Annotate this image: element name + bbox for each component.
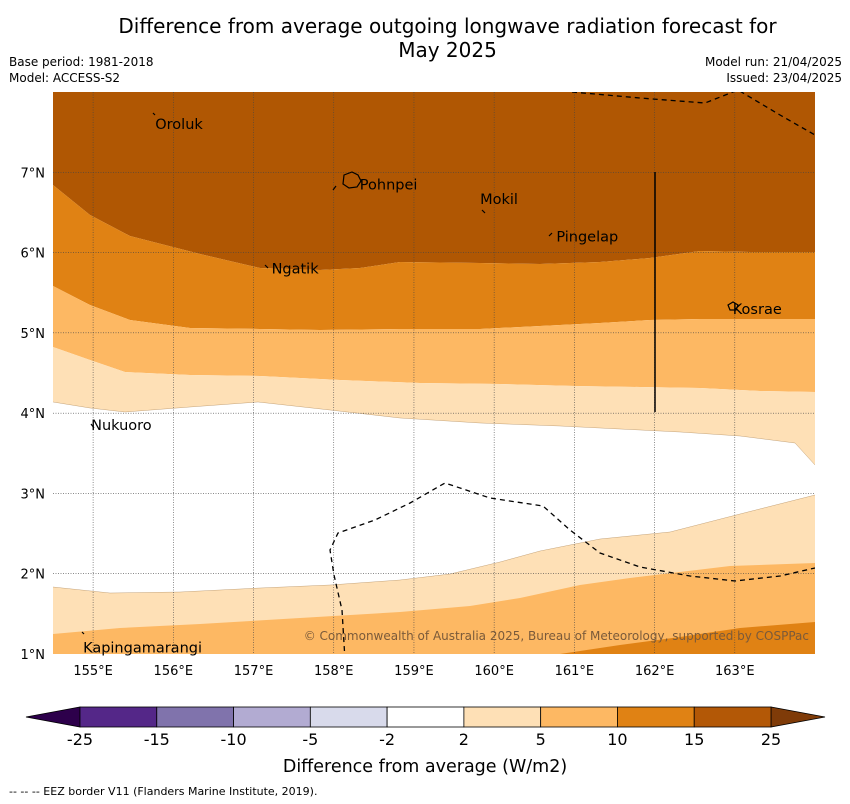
eez-border-south: [329, 482, 815, 654]
longitude-tick-label: 157°E: [234, 664, 274, 679]
latitude-ticks: 1°N 2°N 3°N 4°N 5°N 6°N 7°N: [21, 166, 46, 663]
eez-border-north: [571, 92, 815, 136]
latitude-tick-label: 4°N: [21, 407, 46, 422]
longitude-tick-label: 156°E: [154, 664, 194, 679]
colorbar-swatch: [79, 706, 158, 728]
place-label-pohnpei: Pohnpei: [360, 177, 418, 193]
pohnpei-island: [342, 171, 362, 189]
map-title: Difference from average outgoing longwav…: [0, 14, 850, 62]
graticule: [53, 92, 815, 654]
band-15-25: [53, 92, 815, 270]
band-5-10: [53, 286, 815, 392]
place-label-oroluk: Oroluk: [155, 117, 203, 133]
place-label-kapingamarangi: Kapingamarangi: [83, 641, 202, 657]
longitude-tick-label: 162°E: [635, 664, 675, 679]
issued-date: Issued: 23/04/2025: [726, 71, 842, 85]
latitude-tick-label: 5°N: [21, 327, 46, 342]
place-label-nukuoro: Nukuoro: [91, 418, 152, 434]
band-10-15: [53, 185, 815, 330]
longitude-tick-label: 158°E: [314, 664, 354, 679]
band-2-5-north: [53, 347, 815, 465]
place-label-kosrae: Kosrae: [733, 302, 782, 318]
colorbar-low-extend: [25, 706, 81, 728]
colorbar-swatch: [617, 706, 695, 728]
latitude-tick-label: 3°N: [21, 487, 46, 502]
place-label-mokil: Mokil: [480, 192, 518, 208]
colorbar-tick-label: -2: [379, 730, 395, 749]
base-period: Base period: 1981-2018: [9, 55, 154, 69]
colorbar-tick-label: -15: [144, 730, 170, 749]
colorbar-tick-label: -5: [302, 730, 318, 749]
island-outlines: [81, 112, 739, 635]
latitude-tick-label: 6°N: [21, 247, 46, 262]
colorbar-swatch: [309, 706, 388, 728]
copyright-credit: © Commonwealth of Australia 2025, Bureau…: [304, 629, 809, 643]
latitude-tick-label: 2°N: [21, 568, 46, 583]
colorbar-tick-label: -25: [67, 730, 93, 749]
contour-layer: [53, 92, 815, 654]
colorbar-tick-label: -10: [220, 730, 246, 749]
colorbar-swatch: [693, 706, 772, 728]
place-labels: Oroluk Pohnpei Mokil Pingelap Ngatik Kosrae Nu…: [83, 117, 782, 656]
eez-borders: [329, 92, 815, 654]
title-line-1: Difference from average outgoing longwav…: [118, 14, 777, 38]
longitude-tick-label: 159°E: [394, 664, 434, 679]
band-10-15-south: [560, 622, 815, 654]
colorbar-high-extend: [770, 706, 826, 728]
colorbar-swatch: [156, 706, 234, 728]
colorbar-swatch: [233, 706, 311, 728]
longitude-tick-label: 155°E: [73, 664, 113, 679]
metadata-right: Model run: 21/04/2025 Issued: 23/04/2025: [705, 54, 842, 86]
colorbar-tick-label: 2: [459, 730, 469, 749]
colorbar-tick-label: 15: [684, 730, 704, 749]
colorbar-tick-label: 25: [761, 730, 781, 749]
band-5-10-south: [53, 563, 815, 654]
latitude-tick-label: 1°N: [21, 648, 46, 663]
longitude-tick-label: 163°E: [715, 664, 755, 679]
colorbar-tick-label: 5: [536, 730, 546, 749]
place-label-ngatik: Ngatik: [272, 262, 320, 278]
longitude-ticks: 155°E 156°E 157°E 158°E 159°E 160°E 161°E 162°E…: [73, 664, 754, 679]
model-run: Model run: 21/04/2025: [704, 55, 842, 69]
place-label-pingelap: Pingelap: [556, 230, 618, 246]
model-name: Model: ACCESS-S2: [9, 71, 121, 85]
colorbar-tick-label: 10: [607, 730, 627, 749]
eez-legend-note: -- -- -- EEZ border V11 (Flanders Marine…: [9, 785, 318, 798]
latitude-tick-label: 7°N: [21, 166, 46, 181]
colorbar-swatch: [386, 706, 465, 728]
metadata-left: Base period: 1981-2018 Model: ACCESS-S2: [9, 54, 154, 86]
colorbar-swatch: [540, 706, 618, 728]
title-line-2: May 2025: [398, 38, 497, 62]
longitude-tick-label: 160°E: [474, 664, 514, 679]
colorbar-label: Difference from average (W/m2): [283, 757, 567, 777]
colorbar-swatch: [463, 706, 542, 728]
longitude-tick-label: 161°E: [555, 664, 595, 679]
kosrae-island: [727, 301, 739, 311]
colorbar: -25 -15 -10 -5 -2 2 5 10 15 25: [25, 706, 826, 749]
